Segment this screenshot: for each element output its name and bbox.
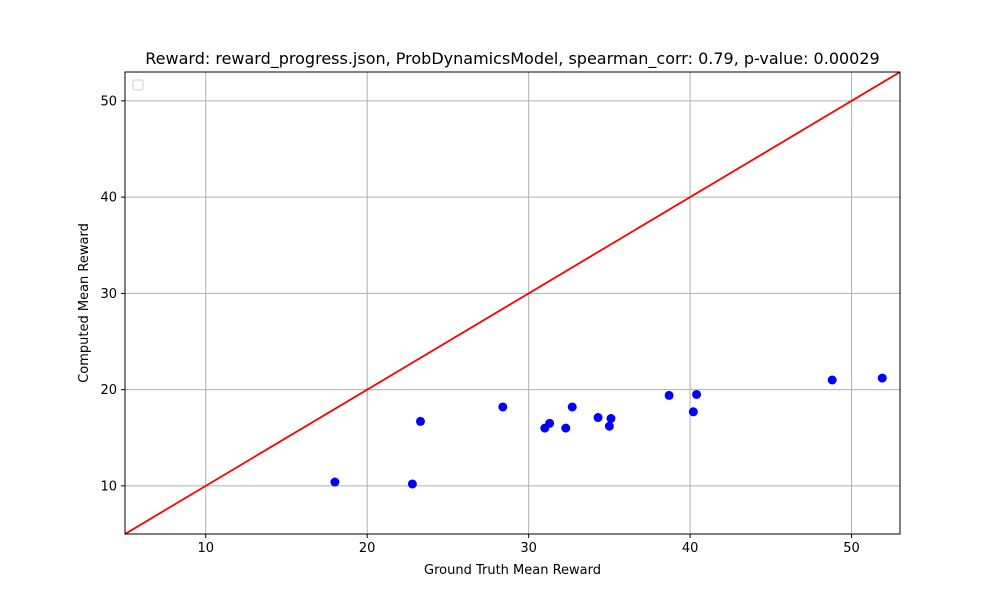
scatter-point xyxy=(688,407,698,417)
plot-frame xyxy=(124,71,901,535)
y-tick-label: 10 xyxy=(100,479,117,494)
y-tick-label: 40 xyxy=(100,191,117,206)
y-axis-ticks: 10 20 30 40 50 xyxy=(100,94,125,494)
scatter-point xyxy=(664,390,674,400)
scatter-point xyxy=(545,418,555,428)
x-tick-label: 50 xyxy=(843,541,860,556)
y-tick-label: 30 xyxy=(100,287,117,302)
scatter-point xyxy=(593,413,603,423)
grid xyxy=(125,72,900,534)
scatter-point xyxy=(692,389,702,399)
scatter-point xyxy=(330,477,340,487)
series-layer xyxy=(124,71,901,535)
legend-box xyxy=(132,79,144,91)
legend xyxy=(132,79,144,91)
x-axis-label: Ground Truth Mean Reward xyxy=(424,563,601,578)
scatter-point xyxy=(407,479,417,489)
x-tick-label: 10 xyxy=(197,541,214,556)
x-axis-ticks: 10 20 30 40 50 xyxy=(197,534,860,556)
y-axis-label: Computed Mean Reward xyxy=(77,223,92,383)
scatter-point xyxy=(567,402,577,412)
x-tick-label: 30 xyxy=(520,541,537,556)
x-tick-label: 20 xyxy=(359,541,376,556)
chart-title: Reward: reward_progress.json, ProbDynami… xyxy=(145,49,879,69)
plot-area xyxy=(124,71,901,535)
scatter-point xyxy=(604,421,614,431)
diagonal-reference-line xyxy=(124,71,901,535)
scatter-point xyxy=(415,416,425,426)
scatter-point xyxy=(606,414,616,423)
scatter-point xyxy=(877,373,887,383)
scatter-point xyxy=(498,402,508,412)
scatter-point xyxy=(561,423,571,433)
scatter-point xyxy=(827,375,837,385)
y-tick-label: 20 xyxy=(100,383,117,398)
x-tick-label: 40 xyxy=(682,541,699,556)
y-tick-label: 50 xyxy=(100,94,117,109)
